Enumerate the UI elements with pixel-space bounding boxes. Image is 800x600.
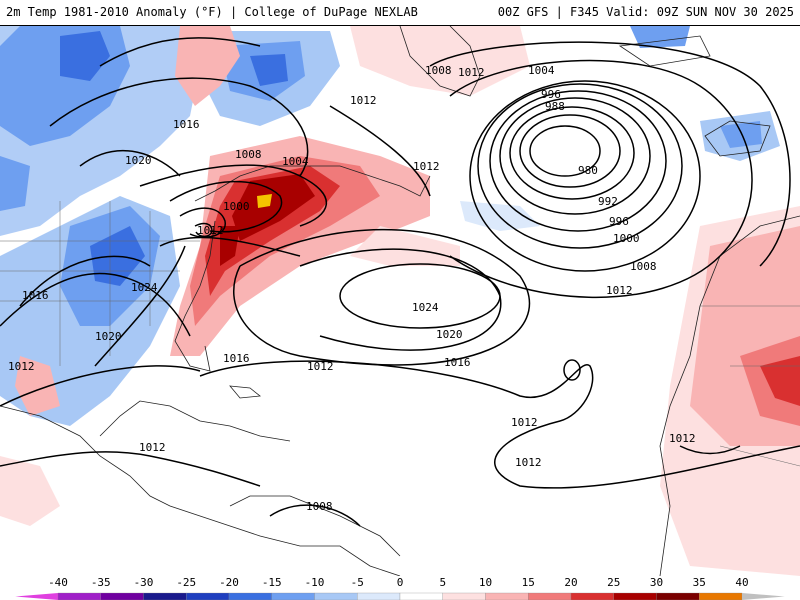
isobar-label: 1012	[8, 360, 35, 373]
colorbar-swatch	[613, 592, 657, 600]
isobar-label: 996	[609, 215, 629, 228]
colorbar-tick-label: -35	[90, 576, 111, 589]
colorbar-swatch	[570, 592, 614, 600]
colorbar-swatches	[15, 592, 785, 600]
isobar-label: 1012	[307, 360, 334, 373]
isobar-label: 980	[578, 164, 598, 177]
colorbar-swatch	[357, 592, 401, 600]
colorbar-swatch	[100, 592, 144, 600]
isobar-label: 1024	[131, 281, 158, 294]
colorbar-tick-label: 40	[735, 576, 749, 589]
colorbar-tick-label: -5	[350, 576, 364, 589]
isobar-label: 1020	[95, 330, 122, 343]
anomaly-map[interactable]: 1016 1020 1008 1004 1000 1012 1024 1020 …	[0, 26, 800, 576]
isobar-label: 1004	[282, 155, 309, 168]
isobar-label: 1020	[125, 154, 152, 167]
isobar-label: 1008	[235, 148, 262, 161]
colorbar-swatch	[399, 592, 443, 600]
colorbar-tick-label: -10	[304, 576, 325, 589]
colorbar-swatch	[742, 593, 785, 600]
isobar-label: 1000	[613, 232, 640, 245]
map-title: 2m Temp 1981-2010 Anomaly (°F) | College…	[6, 5, 418, 19]
colorbar-tick-label: 15	[521, 576, 535, 589]
colorbar-tick-label: 25	[607, 576, 621, 589]
colorbar-tick-label: 0	[396, 576, 404, 589]
isobar-label: 996	[541, 88, 561, 101]
model-run-info: 00Z GFS | F345 Valid: 09Z SUN NOV 30 202…	[497, 5, 794, 19]
isobar-label: 1012	[197, 224, 224, 237]
colorbar-swatch	[143, 592, 187, 600]
colorbar-swatch	[699, 592, 743, 600]
colorbar-swatch	[485, 592, 529, 600]
isobar-label: 1012	[139, 441, 166, 454]
colorbar-swatch	[314, 592, 358, 600]
isobar-label: 1016	[444, 356, 471, 369]
isobar-label: 1012	[515, 456, 542, 469]
colorbar-tick-label: 35	[692, 576, 706, 589]
colorbar-tick-label: -25	[176, 576, 197, 589]
isobar-label: 1008	[306, 500, 333, 513]
isobars	[0, 37, 800, 527]
map-header: 2m Temp 1981-2010 Anomaly (°F) | College…	[0, 0, 800, 26]
colorbar-tick-label: 10	[478, 576, 493, 589]
isobar-label: 1012	[413, 160, 440, 173]
colorbar-swatch	[57, 592, 101, 600]
colorbar-swatch	[228, 592, 272, 600]
isobar-label: 1012	[669, 432, 696, 445]
colorbar-swatch	[528, 592, 572, 600]
colorbar-tick-label: 20	[564, 576, 578, 589]
isobar-label: 1016	[173, 118, 200, 131]
isobar-label: 1016	[223, 352, 250, 365]
colorbar-tick-label: -30	[133, 576, 154, 589]
political-borders	[0, 201, 800, 467]
isobar-label: 992	[598, 195, 618, 208]
isobar-label: 1012	[511, 416, 538, 429]
isobar-label: 1012	[350, 94, 377, 107]
colorbar-tick-label: 5	[439, 576, 447, 589]
colorbar-tick-label: -15	[261, 576, 282, 589]
isobar-label: 1020	[436, 328, 463, 341]
colorbar-swatch	[271, 592, 315, 600]
isobar-label: 1012	[606, 284, 633, 297]
isobar-labels: 1016 1020 1008 1004 1000 1012 1024 1020 …	[8, 64, 696, 513]
isobar-label: 1024	[412, 301, 439, 314]
isobar-label: 1004	[528, 64, 555, 77]
isobar-label: 988	[545, 100, 565, 113]
colorbar-swatch	[656, 592, 700, 600]
temperature-anomaly-legend: -40 -35 -30 -25 -20 -15 -10 -5 0 5 10 15 20 25 30 35 40	[0, 576, 800, 600]
isobar-label: 1012	[458, 66, 485, 79]
map-panel[interactable]: 1016 1020 1008 1004 1000 1012 1024 1020 …	[0, 26, 800, 576]
colorbar-strip	[15, 592, 785, 600]
colorbar-swatch	[15, 593, 58, 600]
colorbar-tick-label: -20	[219, 576, 239, 589]
colorbar-swatch	[442, 592, 486, 600]
isobar-label: 1016	[22, 289, 49, 302]
colorbar-tick-label: 30	[649, 576, 664, 589]
isobar-label: 1008	[425, 64, 452, 77]
coastlines	[0, 26, 800, 576]
colorbar-swatch	[186, 592, 230, 600]
isobar-label: 1008	[630, 260, 657, 273]
isobar-label: 1000	[223, 200, 250, 213]
colorbar-tick-label: -40	[48, 576, 68, 589]
